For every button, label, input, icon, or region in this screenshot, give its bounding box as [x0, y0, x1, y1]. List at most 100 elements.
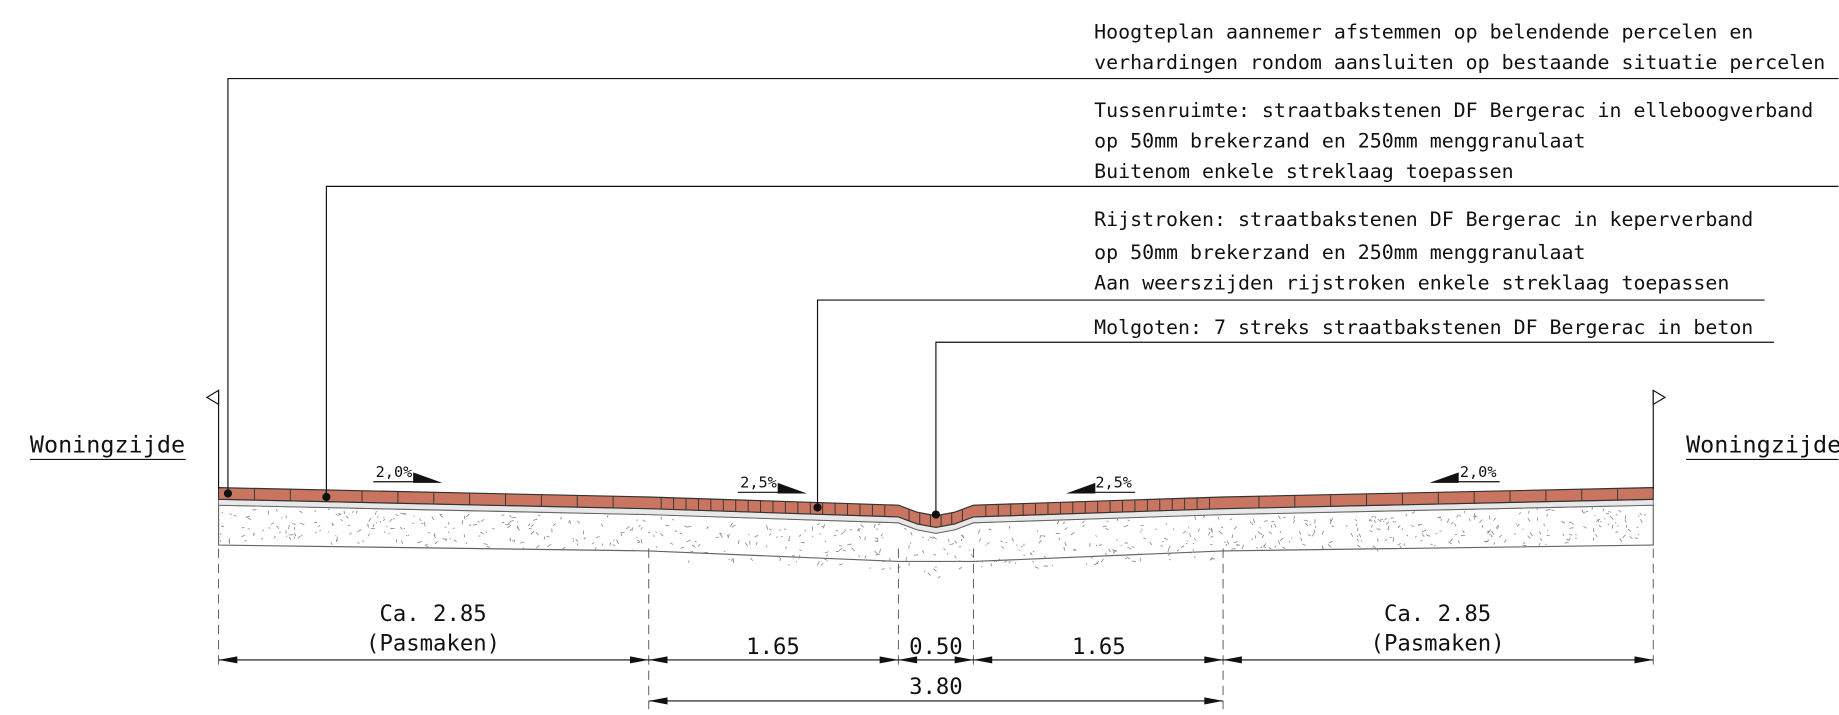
gravel-texture [1268, 547, 1272, 550]
gravel-texture [294, 532, 297, 537]
gravel-texture [1165, 523, 1168, 526]
gravel-texture [864, 536, 866, 541]
gravel-texture [1369, 530, 1373, 533]
gravel-texture [1236, 544, 1238, 547]
gravel-texture [874, 540, 879, 543]
side-flag [1652, 389, 1667, 406]
gravel-texture [1241, 544, 1245, 550]
gravel-texture [1595, 533, 1598, 538]
gravel-texture [1410, 525, 1415, 527]
gravel-texture [1421, 533, 1425, 537]
gravel-texture [1220, 526, 1224, 529]
gravel-texture [1528, 510, 1530, 514]
gravel-texture [547, 543, 552, 548]
gravel-texture [1358, 533, 1362, 538]
gravel-texture [314, 521, 318, 524]
gravel-texture [1126, 556, 1131, 560]
slope-label: 2,0% [376, 463, 413, 481]
gravel-texture [1162, 540, 1164, 543]
gravel-texture [937, 575, 941, 579]
gravel-texture [1303, 519, 1309, 522]
gravel-texture [1538, 542, 1541, 546]
gravel-texture [1356, 535, 1359, 538]
dimension-arrow [954, 656, 974, 664]
gravel-texture [1514, 533, 1517, 536]
gravel-texture [367, 523, 369, 528]
gravel-texture [875, 553, 880, 556]
dimension-text: 3.80 [909, 674, 963, 700]
gravel-texture [788, 563, 790, 566]
gravel-texture [546, 535, 550, 538]
gravel-texture [768, 528, 772, 531]
dimension-text: 1.65 [1072, 634, 1126, 660]
gravel-texture [1056, 520, 1060, 525]
gravel-texture [1401, 528, 1404, 530]
gravel-texture [1167, 548, 1170, 552]
gravel-texture [1127, 519, 1130, 522]
note-text: Buitenom enkele streklaag toepassen [1094, 160, 1513, 183]
gravel-texture [1263, 546, 1266, 549]
gravel-texture [1001, 546, 1005, 549]
gravel-texture [1298, 531, 1302, 535]
gravel-texture [1538, 531, 1542, 535]
gravel-texture [949, 543, 955, 546]
gravel-texture [1194, 556, 1196, 559]
gravel-texture [319, 529, 322, 532]
gravel-texture [1131, 546, 1135, 548]
gravel-texture [655, 531, 657, 533]
gravel-texture [463, 534, 466, 538]
gravel-texture [1305, 522, 1309, 527]
gravel-texture [1259, 533, 1263, 536]
dimension-text: Ca. 2.85 [379, 601, 486, 627]
gravel-texture [601, 523, 603, 527]
gravel-texture [314, 510, 317, 512]
gravel-texture [609, 542, 612, 546]
gravel-texture [1032, 550, 1035, 553]
gravel-texture [1253, 518, 1255, 524]
gravel-texture [869, 567, 871, 569]
gravel-texture [1302, 543, 1306, 546]
gravel-texture [1523, 541, 1526, 545]
gravel-texture [1622, 534, 1626, 539]
gravel-texture [1329, 518, 1332, 523]
slope-label: 2,5% [1095, 474, 1132, 492]
gravel-texture [1202, 515, 1206, 518]
gravel-texture [424, 543, 428, 547]
gravel-texture [1644, 513, 1646, 516]
gravel-texture [417, 541, 422, 544]
gravel-texture [399, 526, 403, 530]
gravel-texture [778, 555, 781, 559]
dimension-text: 0.50 [909, 634, 963, 660]
gravel-texture [1043, 555, 1048, 560]
gravel-texture [1356, 538, 1359, 542]
gravel-texture [1116, 539, 1118, 542]
gravel-texture [1263, 520, 1269, 522]
gravel-texture [1123, 524, 1129, 528]
dimension-text: 1.65 [746, 634, 800, 660]
gravel-texture [1029, 552, 1032, 555]
gravel-texture [537, 514, 541, 517]
gravel-texture [1098, 543, 1103, 546]
slope-arrow [1429, 472, 1459, 483]
gravel-texture [1141, 528, 1143, 531]
gravel-texture [1127, 546, 1132, 550]
gravel-texture [873, 524, 876, 528]
gravel-texture [929, 536, 933, 539]
gravel-texture [1454, 523, 1457, 527]
gravel-texture [750, 557, 754, 562]
gravel-texture [1236, 543, 1241, 546]
gravel-texture [1562, 533, 1565, 537]
gravel-texture [388, 532, 390, 535]
dimensions: Ca. 2.85 (Pasmaken) 1.65 0.50 1.65 Ca. 2.85 (P… [218, 548, 1654, 710]
gravel-texture [620, 533, 623, 536]
gravel-texture [833, 534, 837, 537]
gravel-texture [755, 542, 758, 546]
slope-arrow [777, 482, 807, 494]
gravel-texture [318, 525, 321, 527]
gravel-texture [1274, 545, 1277, 548]
side-flag [205, 389, 220, 406]
gravel-texture [413, 515, 415, 518]
leader-line [935, 341, 1774, 515]
leader-dot [931, 510, 941, 519]
